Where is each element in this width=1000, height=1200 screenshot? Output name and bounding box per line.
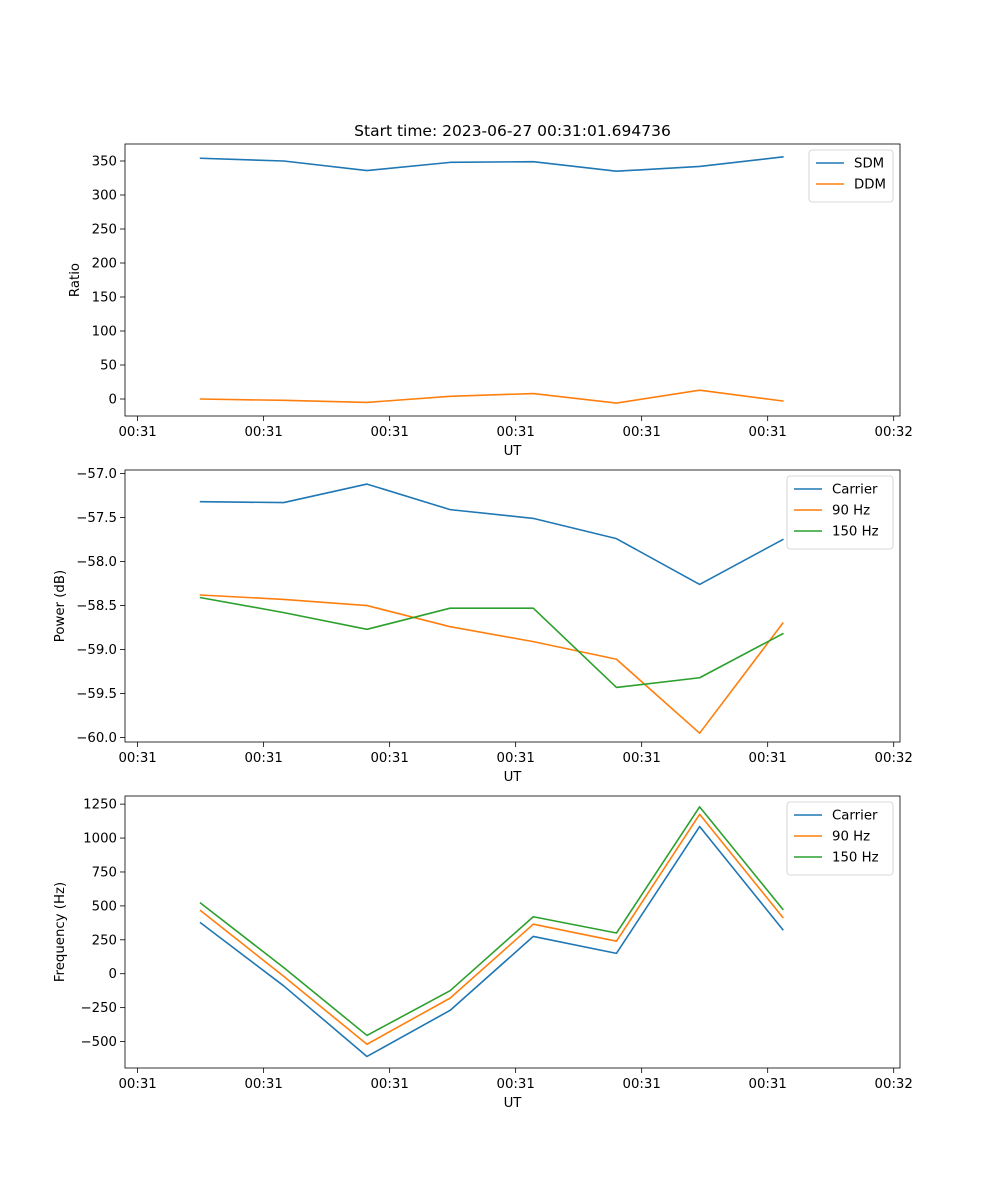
panel-3-y-tick-label: 500 (92, 899, 117, 914)
panel-1-x-tick-label: 00:32 (875, 425, 913, 440)
panel-1: 00:31 00:31 00:31 00:31 00:31 00:31 00:32 0 50 10… (68, 143, 913, 459)
panel-3-axes-frame (124, 795, 901, 1069)
panel-3-y-tick-label: 250 (92, 933, 117, 948)
panel-3-series-line-0 (199, 825, 784, 1058)
panel-2-x-tick-label: 00:31 (118, 751, 156, 766)
panel-1-x-tick-label: 00:31 (118, 425, 156, 440)
panel-3-y-tick-label: −500 (80, 1035, 117, 1050)
panel-1-y-tick-label: 50 (100, 359, 117, 374)
panel-3-legend-label-2: 150 Hz (832, 851, 879, 866)
panel-1-x-tick-label: 00:31 (749, 425, 787, 440)
panel-1-x-tick-label: 00:31 (496, 425, 534, 440)
panel-2-series-line-2 (199, 596, 784, 689)
panel-1-axes-frame (124, 143, 901, 417)
panel-2-x-tick-label: 00:31 (623, 751, 661, 766)
panel-1-y-tick-label: 350 (92, 155, 117, 170)
panel-3-x-tick-label: 00:31 (749, 1077, 787, 1092)
panel-1-x-tick-label: 00:31 (244, 425, 282, 440)
panel-1-legend-label-0: SDM (854, 157, 884, 172)
panel-2-series-line-0 (199, 483, 784, 586)
panel-3-y-tick-label: 1250 (83, 798, 117, 813)
panel-2-x-tick-label: 00:31 (370, 751, 408, 766)
panel-3: 00:31 00:31 00:31 00:31 00:31 00:31 00:32 −500 −… (53, 795, 913, 1111)
panel-2-x-tick-label: 00:31 (244, 751, 282, 766)
panel-3-x-tick-label: 00:32 (875, 1077, 913, 1092)
panel-1-y-tick-label: 200 (92, 257, 117, 272)
panel-1-x-axis-label: UT (504, 444, 523, 459)
panel-1-y-tick-label: 150 (92, 291, 117, 306)
panel-3-y-tick-label: 0 (109, 967, 117, 982)
panel-3-x-tick-label: 00:31 (244, 1077, 282, 1092)
chart-panels: 00:31 00:31 00:31 00:31 00:31 00:31 00:32 0 50 10… (53, 143, 913, 1111)
panel-1-y-axis-label: Ratio (68, 263, 83, 297)
panel-2-y-tick-label: −60.0 (76, 731, 117, 746)
panel-2-y-axis-label: Power (dB) (53, 570, 68, 642)
panel-2-x-tick-label: 00:31 (496, 751, 534, 766)
panel-2-y-tick-label: −59.5 (76, 687, 117, 702)
panel-3-x-tick-label: 00:31 (370, 1077, 408, 1092)
panel-2-series-line-1 (199, 594, 784, 735)
panel-3-x-tick-label: 00:31 (496, 1077, 534, 1092)
panel-1-series-line-1 (199, 389, 784, 404)
panel-2-y-tick-label: −57.0 (76, 467, 117, 482)
panel-3-y-axis-label: Frequency (Hz) (53, 882, 68, 982)
panel-2-x-axis-label: UT (504, 770, 523, 785)
panel-2-axes-frame (124, 469, 901, 743)
panel-3-y-tick-label: 1000 (83, 832, 117, 847)
panel-1-legend-label-1: DDM (854, 178, 886, 193)
panel-2-y-tick-label: −58.0 (76, 555, 117, 570)
panel-3-series-line-2 (199, 806, 784, 1037)
panel-1-y-tick-label: 300 (92, 189, 117, 204)
panel-3-legend-label-1: 90 Hz (832, 830, 870, 845)
panel-1-y-tick-label: 250 (92, 223, 117, 238)
panel-2: 00:31 00:31 00:31 00:31 00:31 00:31 00:32 −60.0… (53, 467, 913, 785)
panel-1-series-line-0 (199, 156, 784, 172)
panel-2-x-tick-label: 00:31 (749, 751, 787, 766)
panel-1-y-tick-label: 0 (109, 393, 117, 408)
panel-2-legend: Carrier 90 Hz 150 Hz (786, 475, 894, 550)
panel-2-legend-label-2: 150 Hz (832, 525, 879, 540)
panel-3-x-tick-label: 00:31 (118, 1077, 156, 1092)
panel-1-legend: SDM DDM (808, 149, 894, 203)
panel-3-x-tick-label: 00:31 (623, 1077, 661, 1092)
panel-3-series-line-1 (199, 813, 784, 1046)
panel-2-legend-label-1: 90 Hz (832, 504, 870, 519)
figure-title: Start time: 2023-06-27 00:31:01.694736 (354, 122, 671, 140)
panel-3-legend: Carrier 90 Hz 150 Hz (786, 801, 894, 876)
panel-3-x-axis-label: UT (504, 1096, 523, 1111)
panel-1-x-tick-label: 00:31 (370, 425, 408, 440)
panel-2-legend-label-0: Carrier (832, 483, 878, 498)
panel-3-legend-label-0: Carrier (832, 809, 878, 824)
panel-2-x-tick-label: 00:32 (875, 751, 913, 766)
panel-2-y-tick-label: −59.0 (76, 643, 117, 658)
panel-3-y-tick-label: −250 (80, 1001, 117, 1016)
panel-1-y-tick-label: 100 (92, 325, 117, 340)
panel-3-y-tick-label: 750 (92, 865, 117, 880)
panel-2-y-tick-label: −57.5 (76, 511, 117, 526)
panel-1-x-tick-label: 00:31 (623, 425, 661, 440)
panel-2-y-tick-label: −58.5 (76, 599, 117, 614)
